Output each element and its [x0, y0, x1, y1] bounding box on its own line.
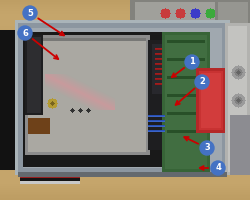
Circle shape [200, 141, 214, 155]
Circle shape [23, 6, 37, 20]
Circle shape [185, 55, 199, 69]
Text: 1: 1 [189, 58, 195, 66]
Text: 4: 4 [215, 164, 221, 172]
Circle shape [211, 161, 225, 175]
Text: 2: 2 [199, 77, 205, 86]
Circle shape [18, 26, 32, 40]
Circle shape [195, 75, 209, 89]
Text: 5: 5 [27, 8, 33, 18]
Text: 3: 3 [204, 144, 210, 152]
Text: 6: 6 [22, 28, 28, 38]
